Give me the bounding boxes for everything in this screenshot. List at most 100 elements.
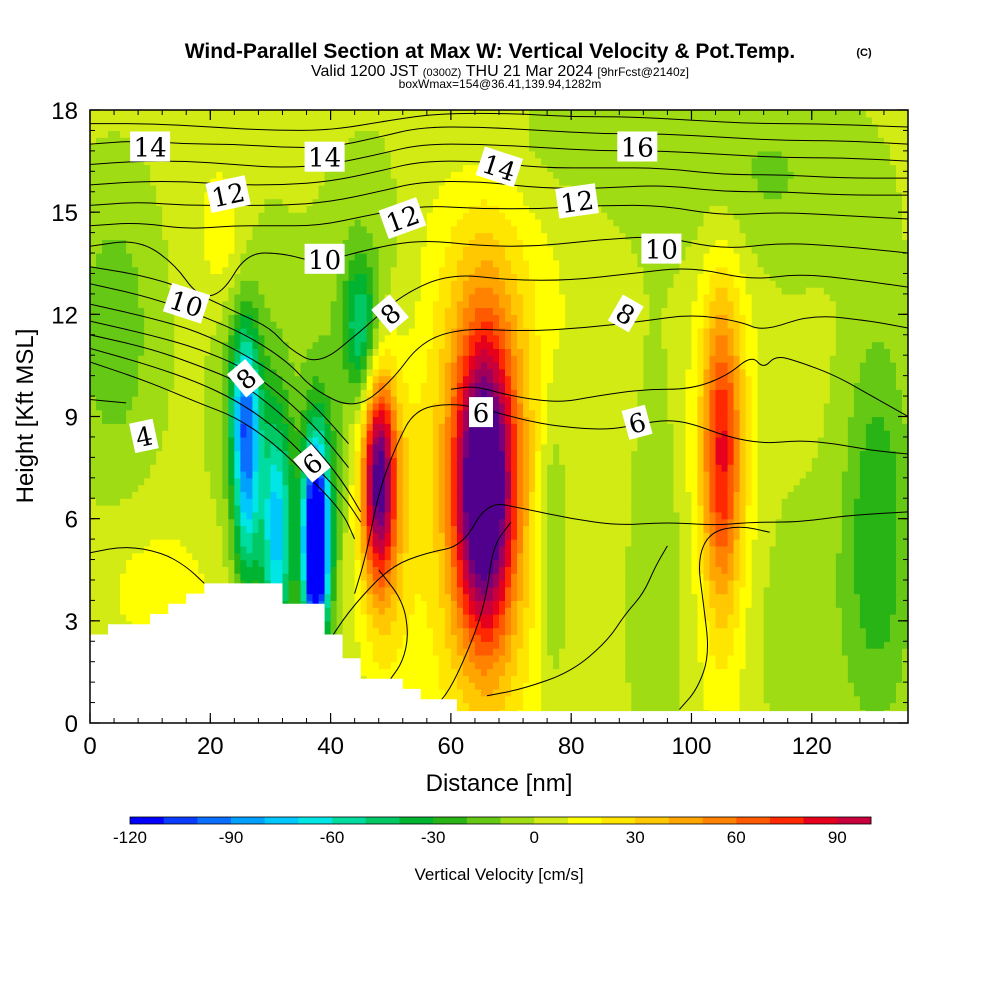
velocity-cell bbox=[96, 579, 103, 588]
velocity-cell bbox=[192, 586, 199, 595]
velocity-cell bbox=[216, 573, 223, 581]
velocity-cell bbox=[583, 491, 590, 499]
velocity-cell bbox=[799, 559, 807, 567]
velocity-cell bbox=[330, 470, 338, 479]
velocity-cell bbox=[631, 491, 638, 499]
velocity-cell bbox=[865, 688, 873, 697]
velocity-cell bbox=[408, 586, 416, 595]
velocity-cell bbox=[486, 702, 494, 710]
velocity-cell bbox=[817, 634, 825, 642]
velocity-cell bbox=[120, 559, 127, 567]
velocity-cell bbox=[114, 614, 121, 622]
velocity-cell bbox=[583, 511, 590, 520]
velocity-cell bbox=[829, 573, 837, 581]
velocity-cell bbox=[727, 600, 735, 608]
velocity-cell bbox=[517, 505, 524, 513]
velocity-cell bbox=[228, 505, 235, 513]
velocity-cell bbox=[733, 641, 741, 649]
velocity-cell bbox=[384, 620, 392, 629]
velocity-cell bbox=[781, 545, 789, 554]
velocity-cell bbox=[529, 511, 536, 520]
velocity-cell bbox=[300, 532, 308, 540]
velocity-cell bbox=[811, 593, 819, 601]
velocity-cell bbox=[763, 620, 771, 629]
velocity-cell bbox=[661, 627, 669, 636]
velocity-cell bbox=[186, 545, 193, 554]
velocity-cell bbox=[264, 566, 272, 574]
velocity-cell bbox=[408, 654, 416, 663]
velocity-cell bbox=[204, 505, 211, 513]
velocity-cell bbox=[805, 566, 813, 574]
velocity-cell bbox=[589, 525, 596, 533]
velocity-cell bbox=[366, 498, 374, 506]
velocity-cell bbox=[396, 511, 404, 520]
velocity-cell bbox=[613, 688, 620, 697]
velocity-cell bbox=[775, 491, 783, 499]
velocity-cell bbox=[703, 641, 711, 649]
velocity-cell bbox=[883, 607, 891, 615]
velocity-cell bbox=[631, 648, 638, 656]
velocity-cell bbox=[565, 566, 572, 574]
velocity-cell bbox=[661, 505, 669, 513]
velocity-cell bbox=[583, 614, 590, 622]
velocity-cell bbox=[721, 668, 729, 676]
velocity-cell bbox=[456, 675, 464, 683]
velocity-cell bbox=[384, 593, 392, 601]
velocity-cell bbox=[805, 675, 813, 683]
velocity-cell bbox=[637, 539, 644, 547]
velocity-cell bbox=[270, 545, 278, 554]
velocity-cell bbox=[715, 688, 723, 697]
velocity-cell bbox=[366, 545, 374, 554]
velocity-cell bbox=[883, 620, 891, 629]
velocity-cell bbox=[865, 627, 873, 636]
velocity-cell bbox=[703, 539, 711, 547]
velocity-cell bbox=[751, 552, 759, 561]
velocity-cell bbox=[474, 661, 482, 670]
velocity-cell bbox=[829, 545, 837, 554]
velocity-cell bbox=[378, 505, 386, 513]
velocity-cell bbox=[360, 579, 368, 588]
velocity-cell bbox=[511, 695, 518, 704]
velocity-cell bbox=[631, 675, 638, 683]
velocity-cell bbox=[456, 654, 464, 663]
velocity-cell bbox=[432, 586, 440, 595]
velocity-cell bbox=[559, 654, 566, 663]
velocity-cell bbox=[468, 491, 476, 499]
velocity-cell bbox=[480, 566, 488, 574]
velocity-cell bbox=[793, 668, 801, 676]
velocity-cell bbox=[499, 484, 506, 493]
velocity-cell bbox=[486, 559, 494, 567]
velocity-cell bbox=[282, 511, 290, 520]
velocity-cell bbox=[474, 675, 482, 683]
velocity-cell bbox=[643, 511, 650, 520]
velocity-cell bbox=[793, 559, 801, 567]
velocity-cell bbox=[817, 539, 825, 547]
velocity-cell bbox=[330, 552, 338, 561]
velocity-cell bbox=[715, 600, 723, 608]
velocity-cell bbox=[769, 654, 777, 663]
velocity-cell bbox=[288, 484, 296, 493]
velocity-cell bbox=[835, 586, 843, 595]
velocity-cell bbox=[583, 518, 590, 527]
velocity-cell bbox=[631, 579, 638, 588]
velocity-cell bbox=[613, 682, 620, 690]
velocity-cell bbox=[444, 654, 452, 663]
velocity-cell bbox=[517, 573, 524, 581]
velocity-cell bbox=[114, 539, 121, 547]
velocity-cell bbox=[198, 511, 205, 520]
velocity-cell bbox=[408, 545, 416, 554]
velocity-cell bbox=[529, 614, 536, 622]
velocity-cell bbox=[565, 607, 572, 615]
velocity-cell bbox=[895, 498, 903, 506]
velocity-cell bbox=[589, 498, 596, 506]
velocity-cell bbox=[486, 539, 494, 547]
velocity-cell bbox=[541, 477, 548, 486]
velocity-cell bbox=[480, 525, 488, 533]
velocity-cell bbox=[793, 682, 801, 690]
velocity-cell bbox=[835, 654, 843, 663]
velocity-cell bbox=[180, 505, 187, 513]
velocity-cell bbox=[414, 620, 422, 629]
velocity-cell bbox=[823, 627, 831, 636]
velocity-cell bbox=[877, 695, 885, 704]
velocity-cell bbox=[312, 593, 320, 601]
